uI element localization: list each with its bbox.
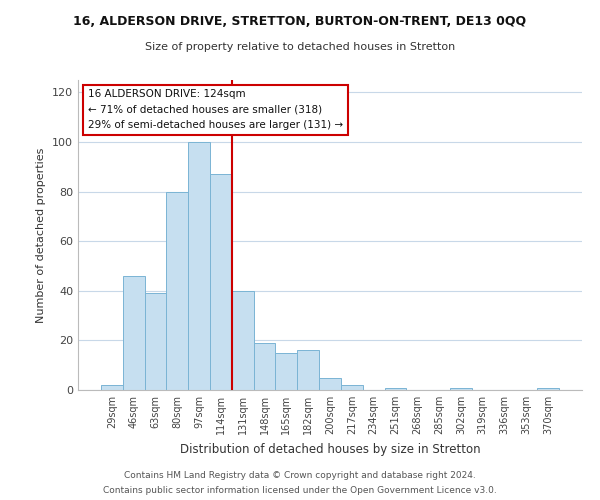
- Bar: [232, 291, 254, 390]
- Text: Contains HM Land Registry data © Crown copyright and database right 2024.: Contains HM Land Registry data © Crown c…: [124, 471, 476, 480]
- Bar: [188, 142, 210, 390]
- Text: Size of property relative to detached houses in Stretton: Size of property relative to detached ho…: [145, 42, 455, 52]
- Text: Contains public sector information licensed under the Open Government Licence v3: Contains public sector information licen…: [103, 486, 497, 495]
- Bar: [450, 388, 472, 390]
- Bar: [319, 378, 341, 390]
- Bar: [385, 388, 406, 390]
- Bar: [101, 385, 123, 390]
- Text: 16 ALDERSON DRIVE: 124sqm
← 71% of detached houses are smaller (318)
29% of semi: 16 ALDERSON DRIVE: 124sqm ← 71% of detac…: [88, 90, 343, 130]
- Bar: [123, 276, 145, 390]
- Bar: [275, 353, 297, 390]
- Bar: [254, 343, 275, 390]
- Bar: [145, 294, 166, 390]
- Y-axis label: Number of detached properties: Number of detached properties: [37, 148, 46, 322]
- Bar: [297, 350, 319, 390]
- Bar: [166, 192, 188, 390]
- Bar: [537, 388, 559, 390]
- Bar: [341, 385, 363, 390]
- Text: 16, ALDERSON DRIVE, STRETTON, BURTON-ON-TRENT, DE13 0QQ: 16, ALDERSON DRIVE, STRETTON, BURTON-ON-…: [73, 15, 527, 28]
- X-axis label: Distribution of detached houses by size in Stretton: Distribution of detached houses by size …: [179, 442, 481, 456]
- Bar: [210, 174, 232, 390]
